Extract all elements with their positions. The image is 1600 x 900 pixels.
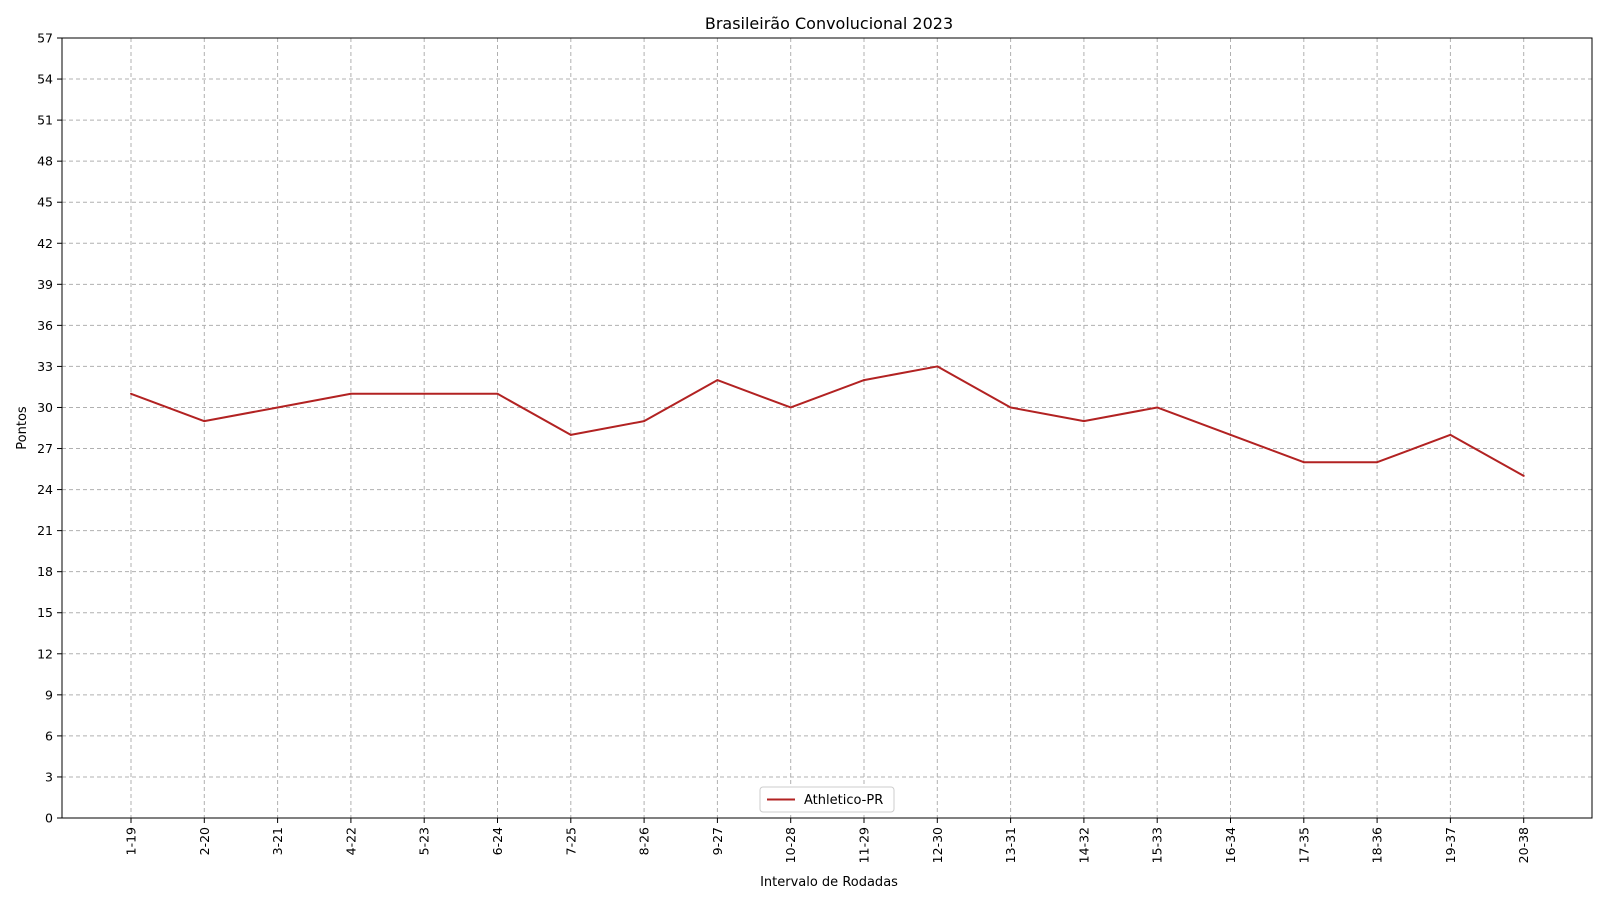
data-point (130, 392, 132, 395)
x-tick-label: 13-31 (1003, 827, 1018, 863)
data-point (1229, 433, 1232, 436)
y-tick-label: 27 (37, 441, 53, 456)
series-line (130, 365, 1525, 477)
data-point (569, 433, 572, 436)
x-tick-label: 17-35 (1296, 827, 1311, 863)
y-tick-label: 36 (37, 318, 53, 333)
x-tick-label: 3-21 (270, 827, 285, 855)
y-tick-label: 51 (37, 113, 53, 128)
data-point (423, 392, 426, 395)
y-tick-label: 48 (37, 154, 53, 169)
data-point (1449, 433, 1452, 436)
legend-label: Athletico-PR (804, 793, 883, 808)
y-tick-label: 33 (37, 359, 53, 374)
y-tick-label: 42 (37, 236, 53, 251)
x-tick-label: 4-22 (343, 827, 358, 855)
y-tick-label: 54 (37, 72, 53, 87)
data-point (789, 406, 792, 409)
x-tick-label: 8-26 (637, 827, 652, 855)
data-point (1082, 420, 1085, 423)
y-axis-label: Pontos (15, 406, 30, 450)
data-point (1009, 406, 1012, 409)
y-tick-label: 15 (37, 605, 53, 620)
y-tick-label: 45 (37, 195, 53, 210)
data-point (1376, 461, 1379, 464)
x-tick-label: 5-23 (417, 827, 432, 855)
y-tick-label: 24 (37, 482, 53, 497)
data-point (203, 420, 206, 423)
x-tick-label: 14-32 (1076, 827, 1091, 863)
x-tick-label: 9-27 (710, 827, 725, 855)
data-point (643, 420, 646, 423)
y-tick-label: 0 (45, 811, 53, 826)
x-tick-label: 16-34 (1223, 827, 1238, 863)
x-tick-label: 19-37 (1443, 827, 1458, 863)
legend: Athletico-PR (759, 786, 895, 813)
x-tick-label: 1-19 (124, 827, 139, 855)
series-group (130, 365, 1525, 477)
x-tick-label: 20-38 (1516, 827, 1531, 863)
data-point (349, 392, 352, 395)
data-point (716, 379, 719, 382)
legend-box (759, 786, 895, 813)
x-axis-label: Intervalo de Rodadas (760, 875, 898, 890)
grid (62, 37, 1592, 819)
data-point (1302, 461, 1305, 464)
x-tick-label: 11-29 (857, 827, 872, 863)
y-tick-label: 57 (37, 31, 53, 46)
data-point (276, 406, 279, 409)
x-axis: 1-19 2-20 3-21 4-22 5-23 6-24 7-25 8-26 9-27 10-2… (124, 818, 1531, 863)
y-tick-label: 30 (37, 400, 53, 415)
y-tick-label: 12 (37, 646, 53, 661)
y-tick-label: 39 (37, 277, 53, 292)
series-layer (130, 365, 1525, 477)
y-tick-label: 6 (45, 728, 53, 743)
data-point (863, 379, 865, 382)
data-point (1522, 474, 1525, 477)
y-tick-label: 18 (37, 564, 53, 579)
x-tick-label: 12-30 (930, 827, 945, 863)
y-tick-label: 9 (45, 687, 53, 702)
x-tick-label: 6-24 (490, 827, 505, 855)
x-tick-label: 7-25 (563, 827, 578, 855)
plot-area-frame (61, 37, 1593, 819)
x-tick-label: 18-36 (1370, 827, 1385, 863)
data-point (936, 365, 939, 368)
x-tick-label: 10-28 (783, 827, 798, 863)
y-tick-label: 21 (37, 523, 53, 538)
data-point (1156, 406, 1159, 409)
data-point (496, 392, 499, 395)
chart-title: Brasileirão Convolucional 2023 (705, 14, 953, 33)
x-tick-label: 2-20 (197, 827, 212, 855)
y-tick-label: 3 (45, 769, 53, 784)
x-tick-label: 15-33 (1150, 827, 1165, 863)
